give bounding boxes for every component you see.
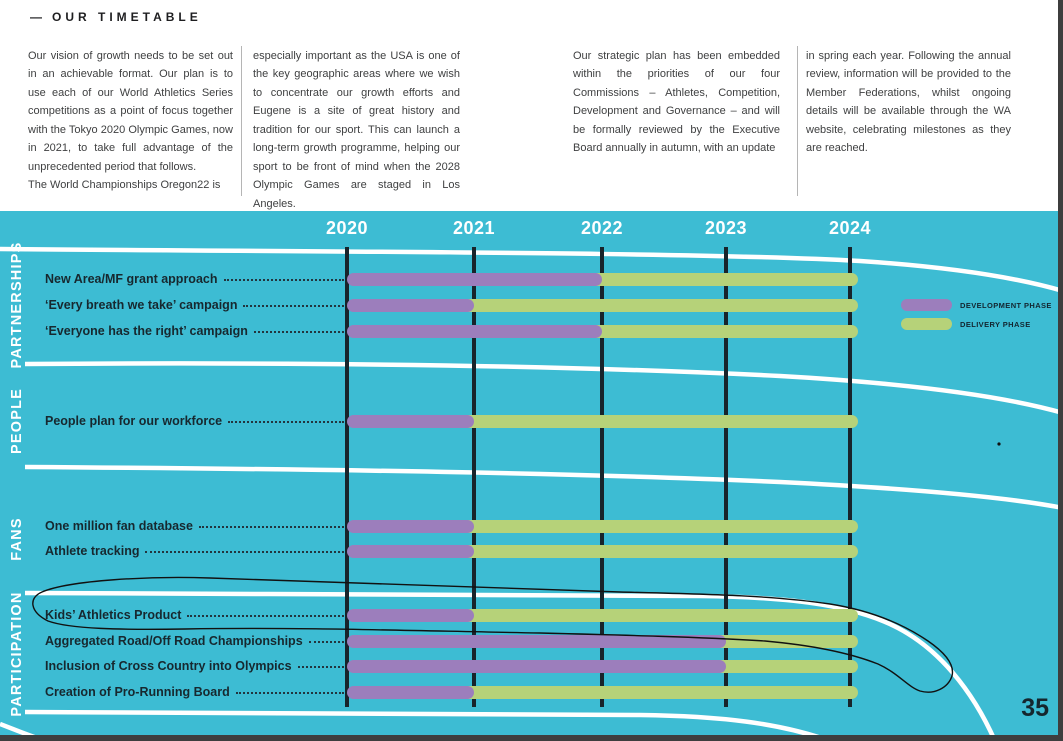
column-divider [241, 46, 242, 196]
year-gridline [848, 247, 852, 707]
bar-development [347, 298, 474, 312]
row-label: ‘Everyone has the right’ campaign [45, 324, 248, 338]
row-label: Inclusion of Cross Country into Olympics [45, 659, 292, 673]
section-label-fans: FANS [9, 516, 25, 561]
year-label: 2024 [828, 218, 872, 238]
bar-delivery [461, 519, 858, 533]
row-label: ‘Every breath we take’ campaign [45, 298, 238, 312]
intro-paragraph: Our strategic plan has been embedded wit… [573, 50, 780, 155]
leader-dots [228, 421, 344, 423]
row-label: One million fan database [45, 519, 193, 533]
year-gridline [472, 247, 476, 707]
intro-paragraph: especially important as the USA is one o… [253, 50, 460, 210]
page-border-right [1058, 0, 1063, 741]
year-gridline [600, 247, 604, 707]
bar-delivery [589, 272, 858, 286]
row-label: Creation of Pro-Running Board [45, 685, 230, 699]
bar-delivery [461, 544, 858, 558]
year-label: 2022 [580, 218, 624, 238]
bar-delivery [589, 324, 858, 338]
row-label: Kids’ Athletics Product [45, 608, 182, 622]
bar-development [347, 608, 474, 622]
bar-development [347, 272, 602, 286]
legend-swatch-development [901, 299, 952, 311]
row-label-group: Kids’ Athletics Product [45, 606, 344, 624]
section-label-partnerships: PARTNERSHIPS [9, 241, 25, 369]
row-label-group: Athlete tracking [45, 542, 344, 560]
intro-paragraph: The World Championships Oregon22 is [28, 179, 221, 192]
leader-dots [243, 305, 344, 307]
row-label: Athlete tracking [45, 544, 140, 558]
row-label-group: ‘Everyone has the right’ campaign [45, 322, 344, 340]
intro-column-4: in spring each year. Following the annua… [806, 47, 1011, 158]
track-arc [24, 464, 1063, 511]
bar-delivery [713, 634, 858, 648]
page-title: OUR TIMETABLE [52, 10, 202, 24]
section-label-participation: PARTICIPATION [9, 590, 25, 717]
leader-dots [253, 331, 344, 333]
bar-development [347, 519, 474, 533]
intro-paragraph: in spring each year. Following the annua… [806, 50, 1011, 155]
bar-delivery [713, 659, 858, 673]
year-gridline [345, 247, 349, 707]
row-label-group: Inclusion of Cross Country into Olympics [45, 657, 344, 675]
track-arc [24, 361, 1063, 416]
intro-column-2: especially important as the USA is one o… [253, 47, 460, 213]
bar-delivery [461, 608, 858, 622]
page-number: 35 [1021, 694, 1049, 722]
legend-item-delivery: DELIVERY PHASE [901, 318, 1052, 330]
leader-dots [297, 666, 344, 668]
leader-dots [187, 615, 344, 617]
legend-label: DELIVERY PHASE [960, 319, 1031, 329]
timeline-chart: DEVELOPMENT PHASE DELIVERY PHASE 35 2020… [0, 211, 1063, 741]
intro-column-3: Our strategic plan has been embedded wit… [573, 47, 780, 158]
bar-development [347, 324, 602, 338]
bar-delivery [461, 298, 858, 312]
row-label-group: ‘Every breath we take’ campaign [45, 296, 344, 314]
header-dash: — [30, 10, 42, 24]
bar-delivery [461, 414, 858, 428]
bar-development [347, 544, 474, 558]
row-label-group: Creation of Pro-Running Board [45, 683, 344, 701]
column-divider [797, 46, 798, 196]
leader-dots [198, 526, 344, 528]
bar-development [347, 659, 726, 673]
page-border-bottom [0, 735, 1063, 741]
row-label-group: People plan for our workforce [45, 412, 344, 430]
row-label: Aggregated Road/Off Road Championships [45, 634, 303, 648]
leader-dots [223, 279, 344, 281]
bar-development [347, 634, 726, 648]
row-label-group: New Area/MF grant approach [45, 270, 344, 288]
row-label-group: One million fan database [45, 517, 344, 535]
year-label: 2021 [452, 218, 496, 238]
bar-development [347, 414, 474, 428]
page-header: — OUR TIMETABLE [30, 10, 202, 24]
row-label-group: Aggregated Road/Off Road Championships [45, 632, 344, 650]
row-label: People plan for our workforce [45, 414, 223, 428]
legend: DEVELOPMENT PHASE DELIVERY PHASE [901, 299, 1052, 330]
legend-swatch-delivery [901, 318, 952, 330]
intro-paragraph: Our vision of growth needs to be set out… [28, 50, 233, 173]
leader-dots [145, 551, 344, 553]
legend-item-development: DEVELOPMENT PHASE [901, 299, 1052, 311]
bar-development [347, 685, 474, 699]
year-label: 2023 [704, 218, 748, 238]
intro-column-1: Our vision of growth needs to be set out… [28, 47, 233, 195]
legend-label: DEVELOPMENT PHASE [960, 300, 1052, 310]
year-gridline [724, 247, 728, 707]
row-label: New Area/MF grant approach [45, 272, 218, 286]
section-label-people: PEOPLE [9, 387, 25, 455]
bar-delivery [461, 685, 858, 699]
year-label: 2020 [325, 218, 369, 238]
leader-dots [308, 641, 344, 643]
leader-dots [235, 692, 344, 694]
